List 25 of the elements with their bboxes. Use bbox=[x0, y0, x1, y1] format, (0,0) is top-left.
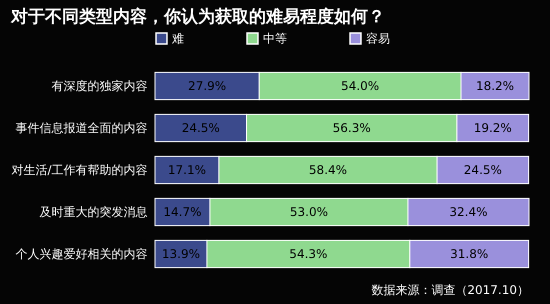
data-label: 24.5% bbox=[464, 163, 502, 177]
data-label: 32.4% bbox=[449, 205, 488, 219]
legend-label: 中等 bbox=[263, 32, 287, 46]
legend-label: 难 bbox=[171, 32, 184, 46]
y-tick-label: 个人兴趣爱好相关的内容 bbox=[16, 247, 148, 261]
y-tick-label: 有深度的独家内容 bbox=[52, 79, 148, 93]
y-tick-label: 及时重大的突发消息 bbox=[40, 205, 148, 219]
data-label: 13.9% bbox=[162, 247, 200, 261]
data-label: 53.0% bbox=[290, 205, 328, 219]
chart-title: 对于不同类型内容，你认为获取的难易程度如何？ bbox=[10, 7, 385, 27]
data-label: 56.3% bbox=[332, 121, 371, 135]
y-tick-label: 事件信息报道全面的内容 bbox=[16, 121, 148, 135]
data-label: 14.7% bbox=[163, 205, 202, 219]
legend-label: 容易 bbox=[366, 32, 390, 46]
data-label: 17.1% bbox=[168, 163, 206, 177]
data-label: 27.9% bbox=[188, 79, 226, 93]
data-label: 19.2% bbox=[474, 121, 512, 135]
data-label: 24.5% bbox=[182, 121, 220, 135]
data-label: 54.0% bbox=[341, 79, 380, 93]
data-label: 58.4% bbox=[308, 163, 348, 177]
data-label: 54.3% bbox=[289, 247, 328, 261]
data-label: 31.8% bbox=[450, 247, 488, 261]
y-tick-label: 对生活/工作有帮助的内容 bbox=[11, 163, 148, 177]
source-note: 数据来源：调查（2017.10） bbox=[371, 283, 529, 297]
data-label: 18.2% bbox=[476, 79, 514, 93]
